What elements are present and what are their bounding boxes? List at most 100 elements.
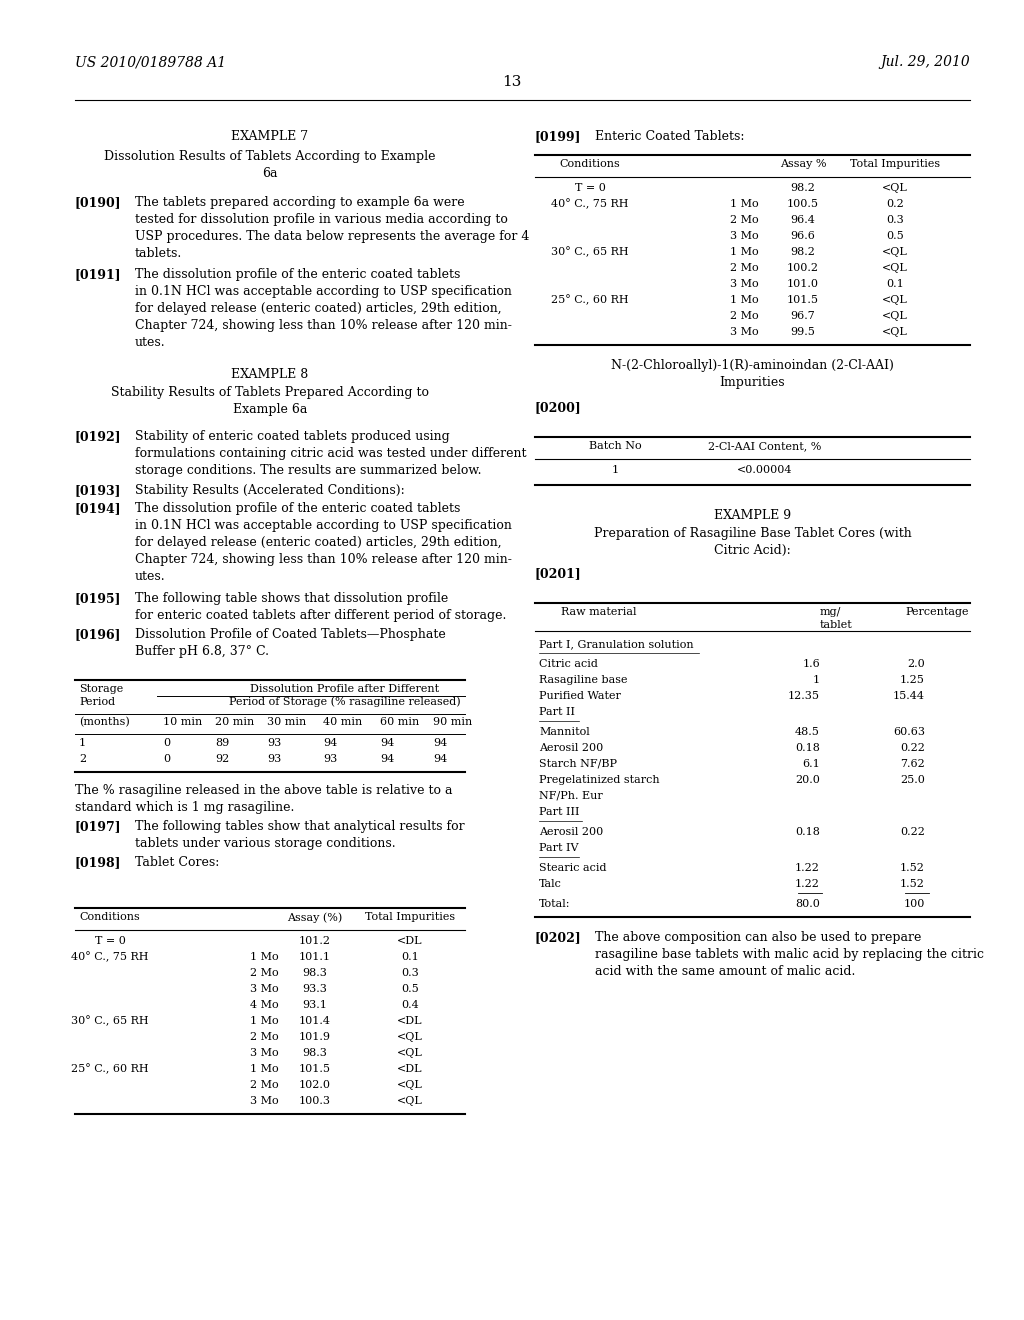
Text: 1: 1	[79, 738, 86, 748]
Text: 48.5: 48.5	[795, 727, 820, 737]
Text: 98.3: 98.3	[302, 1048, 328, 1059]
Text: 89: 89	[215, 738, 229, 748]
Text: <QL: <QL	[397, 1048, 423, 1059]
Text: <QL: <QL	[397, 1080, 423, 1090]
Text: 93.3: 93.3	[302, 983, 328, 994]
Text: 93.1: 93.1	[302, 1001, 328, 1010]
Text: Stearic acid: Stearic acid	[539, 863, 606, 873]
Text: Part IV: Part IV	[539, 843, 579, 853]
Text: Part III: Part III	[539, 807, 580, 817]
Text: 101.4: 101.4	[299, 1016, 331, 1026]
Text: 101.9: 101.9	[299, 1032, 331, 1041]
Text: 101.1: 101.1	[299, 952, 331, 962]
Text: 1 Mo: 1 Mo	[250, 1064, 279, 1074]
Text: 102.0: 102.0	[299, 1080, 331, 1090]
Text: 3 Mo: 3 Mo	[250, 1096, 279, 1106]
Text: Preparation of Rasagiline Base Tablet Cores (with
Citric Acid):: Preparation of Rasagiline Base Tablet Co…	[594, 527, 911, 557]
Text: Total Impurities: Total Impurities	[365, 912, 455, 921]
Text: Tablet Cores:: Tablet Cores:	[135, 855, 219, 869]
Text: 0: 0	[163, 738, 170, 748]
Text: The dissolution profile of the enteric coated tablets
in 0.1N HCl was acceptable: The dissolution profile of the enteric c…	[135, 502, 512, 583]
Text: <QL: <QL	[397, 1096, 423, 1106]
Text: The following tables show that analytical results for
tablets under various stor: The following tables show that analytica…	[135, 820, 465, 850]
Text: 101.5: 101.5	[299, 1064, 331, 1074]
Text: Dissolution Profile after Different: Dissolution Profile after Different	[251, 684, 439, 694]
Text: 30° C., 65 RH: 30° C., 65 RH	[72, 1016, 148, 1027]
Text: 0.2: 0.2	[886, 199, 904, 209]
Text: Batch No: Batch No	[589, 441, 641, 451]
Text: 0.1: 0.1	[401, 952, 419, 962]
Text: Enteric Coated Tablets:: Enteric Coated Tablets:	[595, 129, 744, 143]
Text: <QL: <QL	[882, 312, 908, 321]
Text: 0.4: 0.4	[401, 1001, 419, 1010]
Text: 0.3: 0.3	[886, 215, 904, 224]
Text: 3 Mo: 3 Mo	[250, 983, 279, 994]
Text: 30° C., 65 RH: 30° C., 65 RH	[551, 247, 629, 257]
Text: 15.44: 15.44	[893, 690, 925, 701]
Text: <QL: <QL	[397, 1032, 423, 1041]
Text: [0200]: [0200]	[535, 401, 582, 414]
Text: 93: 93	[323, 754, 337, 764]
Text: Purified Water: Purified Water	[539, 690, 621, 701]
Text: [0192]: [0192]	[75, 430, 122, 444]
Text: 20.0: 20.0	[795, 775, 820, 785]
Text: Dissolution Profile of Coated Tablets—Phosphate
Buffer pH 6.8, 37° C.: Dissolution Profile of Coated Tablets—Ph…	[135, 628, 445, 657]
Text: 3 Mo: 3 Mo	[250, 1048, 279, 1059]
Text: 10 min: 10 min	[163, 717, 203, 727]
Text: 0.3: 0.3	[401, 968, 419, 978]
Text: Stability Results (Accelerated Conditions):: Stability Results (Accelerated Condition…	[135, 484, 404, 498]
Text: The % rasagiline released in the above table is relative to a
standard which is : The % rasagiline released in the above t…	[75, 784, 453, 814]
Text: 94: 94	[323, 738, 337, 748]
Text: 4 Mo: 4 Mo	[250, 1001, 279, 1010]
Text: 1: 1	[611, 465, 618, 475]
Text: 40 min: 40 min	[323, 717, 362, 727]
Text: [0195]: [0195]	[75, 591, 122, 605]
Text: 99.5: 99.5	[791, 327, 815, 337]
Text: <DL: <DL	[397, 1016, 423, 1026]
Text: 1.52: 1.52	[900, 863, 925, 873]
Text: [0194]: [0194]	[75, 502, 122, 515]
Text: 2 Mo: 2 Mo	[250, 1080, 279, 1090]
Text: N-(2-Chloroallyl)-1(R)-aminoindan (2-Cl-AAI)
Impurities: N-(2-Chloroallyl)-1(R)-aminoindan (2-Cl-…	[611, 359, 894, 389]
Text: 2 Mo: 2 Mo	[730, 263, 759, 273]
Text: 90 min: 90 min	[433, 717, 472, 727]
Text: mg/
tablet: mg/ tablet	[820, 607, 853, 630]
Text: 3 Mo: 3 Mo	[730, 279, 759, 289]
Text: 1 Mo: 1 Mo	[250, 1016, 279, 1026]
Text: <0.00004: <0.00004	[737, 465, 793, 475]
Text: 1.22: 1.22	[795, 879, 820, 888]
Text: <QL: <QL	[882, 183, 908, 193]
Text: 1 Mo: 1 Mo	[250, 952, 279, 962]
Text: 100.5: 100.5	[787, 199, 819, 209]
Text: 13: 13	[503, 75, 521, 88]
Text: [0191]: [0191]	[75, 268, 122, 281]
Text: Starch NF/BP: Starch NF/BP	[539, 759, 617, 770]
Text: 98.2: 98.2	[791, 247, 815, 257]
Text: 1.52: 1.52	[900, 879, 925, 888]
Text: 2 Mo: 2 Mo	[250, 1032, 279, 1041]
Text: 1: 1	[813, 675, 820, 685]
Text: 93: 93	[267, 754, 282, 764]
Text: 101.0: 101.0	[787, 279, 819, 289]
Text: (months): (months)	[79, 717, 130, 727]
Text: [0196]: [0196]	[75, 628, 122, 642]
Text: NF/Ph. Eur: NF/Ph. Eur	[539, 791, 603, 801]
Text: Conditions: Conditions	[80, 912, 140, 921]
Text: <QL: <QL	[882, 294, 908, 305]
Text: Assay %: Assay %	[779, 158, 826, 169]
Text: 0.5: 0.5	[401, 983, 419, 994]
Text: Rasagiline base: Rasagiline base	[539, 675, 628, 685]
Text: 2 Mo: 2 Mo	[730, 312, 759, 321]
Text: <DL: <DL	[397, 936, 423, 946]
Text: 40° C., 75 RH: 40° C., 75 RH	[72, 952, 148, 962]
Text: [0193]: [0193]	[75, 484, 122, 498]
Text: EXAMPLE 7: EXAMPLE 7	[231, 129, 308, 143]
Text: 0.1: 0.1	[886, 279, 904, 289]
Text: <QL: <QL	[882, 247, 908, 257]
Text: 0.18: 0.18	[795, 743, 820, 752]
Text: 96.6: 96.6	[791, 231, 815, 242]
Text: 2.0: 2.0	[907, 659, 925, 669]
Text: 12.35: 12.35	[788, 690, 820, 701]
Text: 92: 92	[215, 754, 229, 764]
Text: Percentage: Percentage	[905, 607, 969, 616]
